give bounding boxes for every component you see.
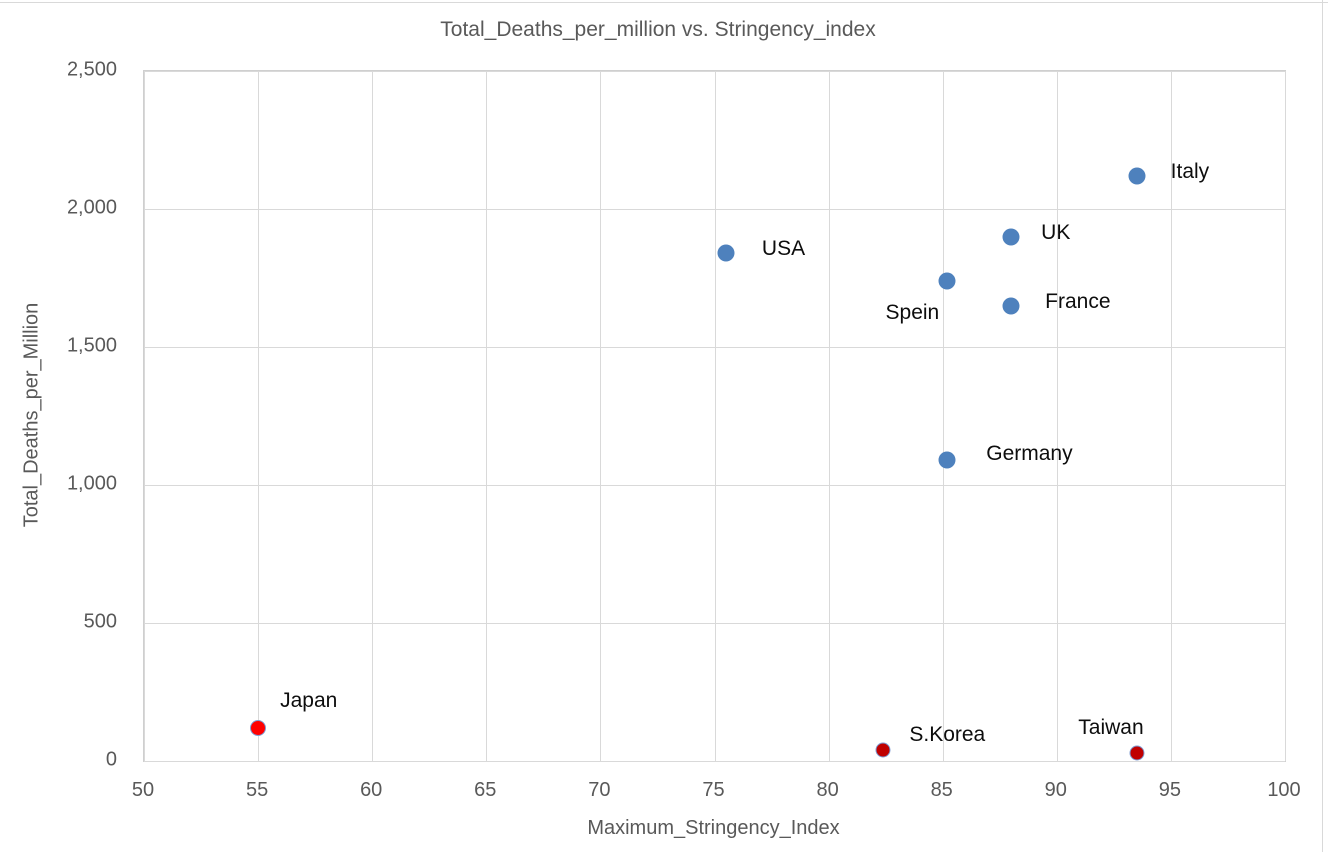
plot-area: USA UK Italy Spein France Germany Japan S.Korea…	[143, 70, 1286, 762]
horizontal-gridline-y-1000	[144, 485, 1285, 486]
x-tick-label-70: 70	[588, 779, 611, 801]
vertical-gridline-x-70	[600, 71, 602, 761]
x-tick-label-60: 60	[360, 779, 383, 801]
horizontal-gridline-y-0	[144, 761, 1285, 762]
data-point-taiwan	[1129, 745, 1145, 761]
vertical-gridline-x-90	[1056, 71, 1058, 761]
horizontal-gridline-y-1500	[144, 347, 1285, 348]
vertical-gridline-x-80	[828, 71, 830, 761]
x-axis-title: Maximum_Stringency_Index	[587, 817, 840, 839]
y-tick-label-2500: 2,500	[66, 58, 117, 81]
x-tick-label-85: 85	[930, 779, 953, 801]
vertical-gridline-x-60	[372, 71, 374, 761]
x-tick-label-100: 100	[1267, 779, 1301, 801]
data-point-france	[1002, 297, 1020, 315]
horizontal-gridline-y-500	[144, 623, 1285, 624]
data-label-taiwan: Taiwan	[1078, 715, 1144, 739]
chart-frame-right-border	[1322, 0, 1323, 852]
y-tick-label-2000: 2,000	[66, 196, 117, 219]
vertical-gridline-x-75	[714, 71, 716, 761]
vertical-gridline-x-85	[942, 71, 944, 761]
horizontal-gridline-y-2000	[144, 209, 1285, 210]
data-point-italy	[1128, 167, 1146, 185]
data-label-france: France	[1045, 289, 1111, 313]
y-tick-label-1000: 1,000	[66, 472, 117, 495]
data-point-usa	[717, 244, 735, 262]
vertical-gridline-x-55	[258, 71, 260, 761]
x-tick-label-90: 90	[1044, 779, 1067, 801]
y-tick-label-1500: 1,500	[66, 334, 117, 357]
data-point-spein	[938, 272, 956, 290]
vertical-gridline-x-95	[1170, 71, 1172, 761]
vertical-gridline-x-100	[1285, 71, 1286, 761]
x-tick-label-80: 80	[816, 779, 839, 801]
data-label-spein: Spein	[885, 300, 940, 324]
x-tick-label-50: 50	[131, 779, 155, 801]
data-label-uk: UK	[1041, 220, 1071, 244]
data-label-usa: USA	[761, 237, 806, 261]
chart-title: Total_Deaths_per_million vs. Stringency_…	[440, 18, 876, 41]
data-label-germany: Germany	[986, 442, 1073, 466]
data-label-japan: Japan	[280, 688, 338, 712]
y-tick-label-500: 500	[83, 610, 117, 633]
x-tick-label-55: 55	[245, 779, 269, 801]
vertical-gridline-x-65	[486, 71, 488, 761]
data-label-italy: Italy	[1170, 159, 1210, 183]
data-point-japan	[250, 719, 267, 736]
horizontal-gridline-y-2500	[144, 71, 1285, 72]
data-point-skorea	[875, 742, 891, 758]
vertical-gridline-x-50	[144, 71, 145, 761]
x-tick-label-95: 95	[1158, 779, 1182, 801]
chart-frame-top-border	[0, 2, 1328, 3]
x-tick-label-75: 75	[702, 779, 725, 801]
data-point-uk	[1002, 228, 1020, 246]
y-tick-label-0: 0	[105, 748, 117, 771]
data-label-skorea: S.Korea	[909, 722, 986, 746]
data-point-germany	[938, 451, 956, 469]
x-tick-label-65: 65	[474, 779, 497, 801]
